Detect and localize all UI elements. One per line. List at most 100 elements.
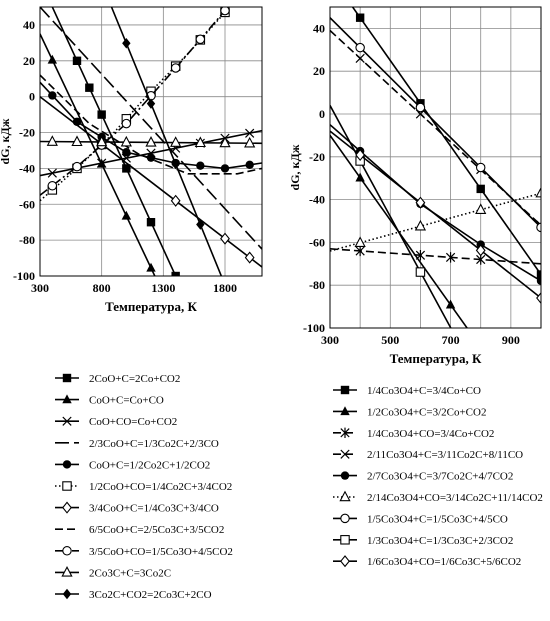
legend-item: 2/14Co3O4+CO=3/14Co2C+11/14CO2 [333,490,543,504]
series-9 [330,130,541,305]
x-tick-label: 900 [502,333,520,347]
data-point [62,394,72,404]
legend-item: 1/6Co3O4+CO=1/6Co3C+5/6CO2 [333,555,521,568]
data-point [355,42,365,53]
data-point [72,161,82,172]
legend-item: 1/2CoO+CO=1/4Co2C+3/4CO2 [55,481,232,493]
data-point [220,232,230,245]
series-line [330,192,541,252]
series-group [330,7,541,328]
y-tick-label: -20 [309,150,325,164]
legend-item: 1/2Co3O4+C=3/2Co+CO2 [333,406,486,418]
data-point [354,236,366,247]
data-point [72,56,82,65]
legend-label: CoO+C=Co+CO [89,395,164,407]
x-tick-label: 800 [93,281,111,295]
legend-item: 2/7Co3O4+C=3/7Co2C+4/7CO2 [333,471,513,483]
series-7 [330,17,541,233]
series-line [40,10,226,196]
data-point [171,271,180,276]
legend-item: CoO+C=1/2Co2C+1/2CO2 [55,459,210,471]
data-point [340,427,350,438]
y-tick-label: 20 [313,64,325,78]
data-point [415,267,426,277]
data-point [97,110,106,119]
plot-frame [329,6,542,329]
legend-label: 1/4Co3O4+C=3/4Co+CO [367,385,481,397]
data-point [340,535,350,545]
data-point [62,588,72,600]
data-point [445,299,456,309]
data-point [121,210,132,220]
data-point [62,546,72,556]
y-tick-label: -100 [303,321,325,335]
legend-label: 2Co3C+C=3Co2C [89,567,171,579]
legend-label: 3Co2C+CO2=2Co3C+2CO [89,589,212,601]
series-line [330,17,541,228]
y-tick-label: -60 [309,235,325,249]
series-line [110,7,223,276]
y-tick-label: -20 [19,126,35,140]
legend-label: 2CoO+C=2Co+CO2 [89,373,180,385]
legend-label: 3/4CoO+C=1/4Co3C+3/4CO [89,503,219,515]
data-point [340,406,350,416]
data-point [71,135,83,147]
data-point [122,38,131,49]
legend-item: 2/3CoO+C=1/3Co2C+2/3CO [55,438,219,450]
series-group [40,7,262,276]
data-point [535,186,541,198]
y-tick-label: -80 [19,233,35,247]
plot-frame [39,6,263,277]
series-10 [40,135,262,148]
data-point [219,136,231,148]
legend-label: 1/5Co3O4+C=1/5Co3C+4/5CO [367,513,508,525]
series-line [40,11,226,202]
x-tick-label: 700 [442,333,460,347]
y-tick-label: -40 [19,161,35,175]
x-tick-label: 500 [381,333,399,347]
legend-label: 6/5CoO+C=2/5Co3C+3/5CO2 [89,524,224,536]
legend-item: 2CoO+C=2Co+CO2 [55,373,180,385]
data-point [62,373,72,383]
y-tick-label: -40 [309,193,325,207]
series-line [40,74,262,175]
y-tick-label: -60 [19,197,35,211]
data-point [170,136,182,147]
legend-item: 1/3Co3O4+C=1/3Co3C+2/3CO2 [333,535,513,547]
data-point [85,83,94,92]
legend: 2CoO+C=2Co+CO2 CoO+C=Co+CO CoO+CO=Co+CO2 2/… [55,373,233,601]
data-point [194,136,206,148]
series-line [330,130,541,299]
data-point [145,136,157,147]
y-tick-label: 0 [29,90,35,104]
data-point [171,158,180,170]
data-point [355,148,366,162]
data-point [475,203,487,214]
data-point [220,164,230,173]
data-point [415,196,426,209]
legend-item: 3Co2C+CO2=2Co3C+2CO [55,588,212,601]
series-line [330,124,541,282]
legend-item: 3/5CoO+CO=1/5Co3O+4/5CO2 [55,546,233,558]
y-tick-label: 40 [23,18,35,32]
data-point [146,262,156,272]
data-point [244,251,255,264]
data-point [146,98,156,109]
legend-item: 1/4Co3O4+CO=3/4Co+CO2 [333,427,494,440]
data-point [62,416,72,426]
data-point [61,566,73,577]
series-line [330,105,452,328]
x-tick-label: 300 [31,281,49,295]
data-point [62,501,72,514]
legend-label: 1/4Co3O4+CO=3/4Co+CO2 [367,428,494,440]
data-point [340,471,350,480]
data-point [47,180,58,191]
legend-item: 6/5CoO+C=2/5Co3C+3/5CO2 [55,524,224,536]
data-point [146,153,156,162]
data-point [415,102,426,113]
data-point [244,136,256,148]
data-point [122,148,131,157]
data-point [445,252,456,263]
data-point [196,219,205,230]
legend-item: CoO+CO=Co+CO2 [55,416,177,428]
